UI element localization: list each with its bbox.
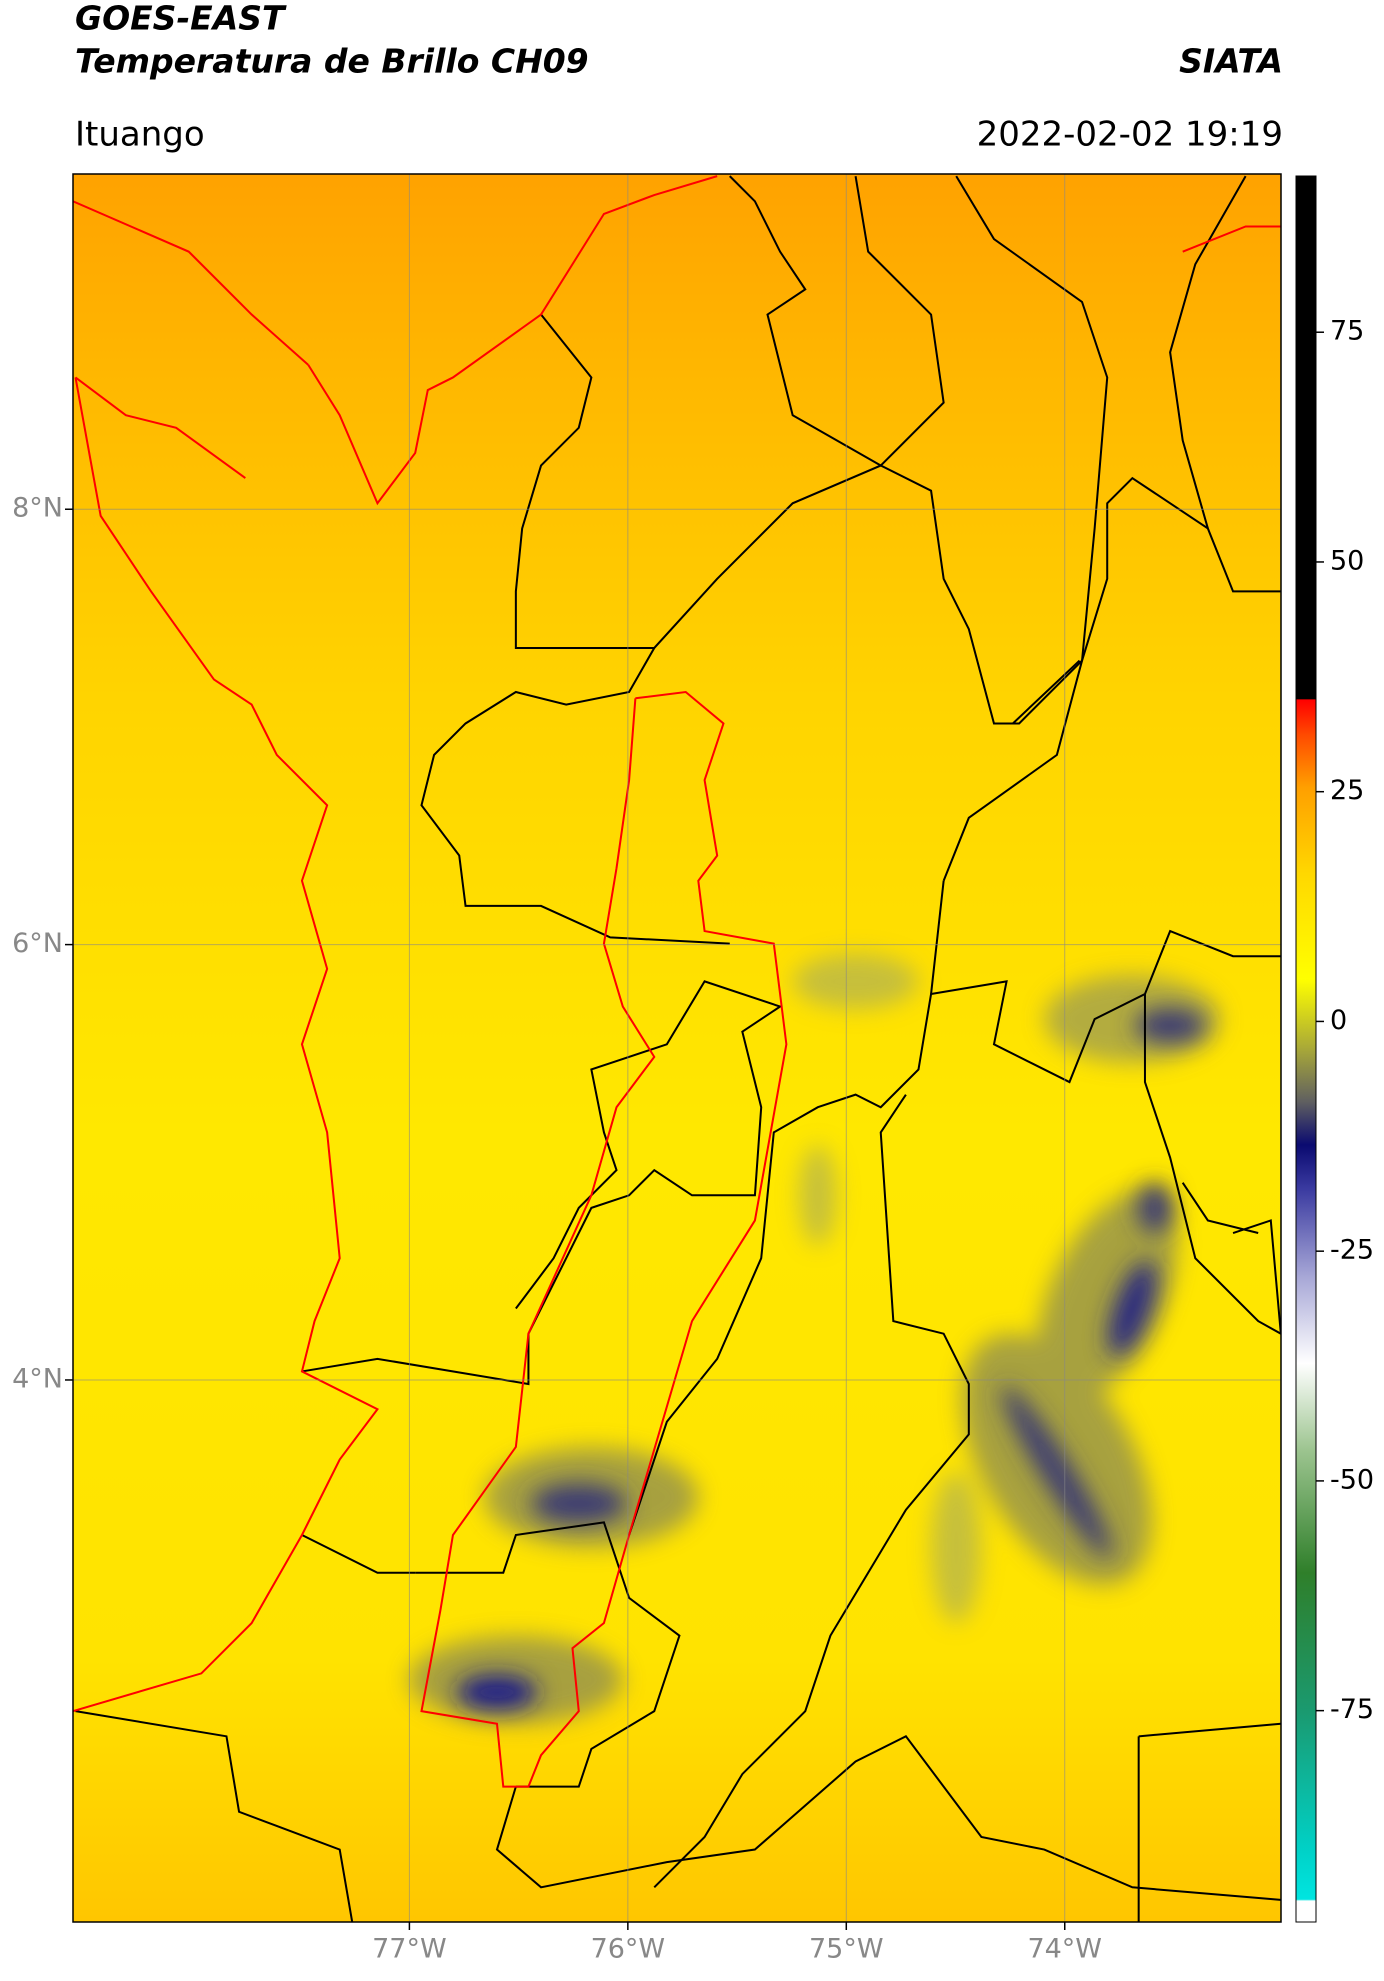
colorbar-tick-label: 25 xyxy=(1330,775,1364,806)
coastline xyxy=(73,175,1281,1788)
colorbar xyxy=(1295,175,1317,1923)
lat-tick-label: 4°N xyxy=(12,1363,63,1394)
title: GOES-EAST xyxy=(75,0,287,38)
graticule xyxy=(73,174,1281,1922)
lon-tick-label: 75°W xyxy=(809,1934,884,1965)
lon-tick-label: 74°W xyxy=(1027,1934,1102,1965)
lon-tick-label: 77°W xyxy=(372,1934,447,1965)
lat-tick-label: 6°N xyxy=(12,928,63,959)
datetime: 2022-02-02 19:19 xyxy=(977,115,1283,155)
colorbar-tick-label: -50 xyxy=(1330,1464,1374,1495)
colorbar-tick-label: 50 xyxy=(1330,545,1364,576)
cloud-field xyxy=(73,175,1281,1922)
colorbar-tick-label: 0 xyxy=(1330,1005,1347,1036)
colorbar-tick-label: -25 xyxy=(1330,1235,1374,1266)
subtitle: Temperatura de Brillo CH09 xyxy=(75,42,589,81)
lon-tick-label: 76°W xyxy=(591,1934,666,1965)
map-frame xyxy=(72,173,1282,1923)
colorbar-tick-label: 75 xyxy=(1330,316,1364,347)
source: SIATA xyxy=(1179,42,1283,81)
map xyxy=(73,174,1281,1922)
colorbar-tick-label: -75 xyxy=(1330,1694,1374,1725)
boundaries xyxy=(75,175,1281,1922)
location: Ituango xyxy=(75,115,205,155)
lat-tick-label: 8°N xyxy=(12,493,63,524)
